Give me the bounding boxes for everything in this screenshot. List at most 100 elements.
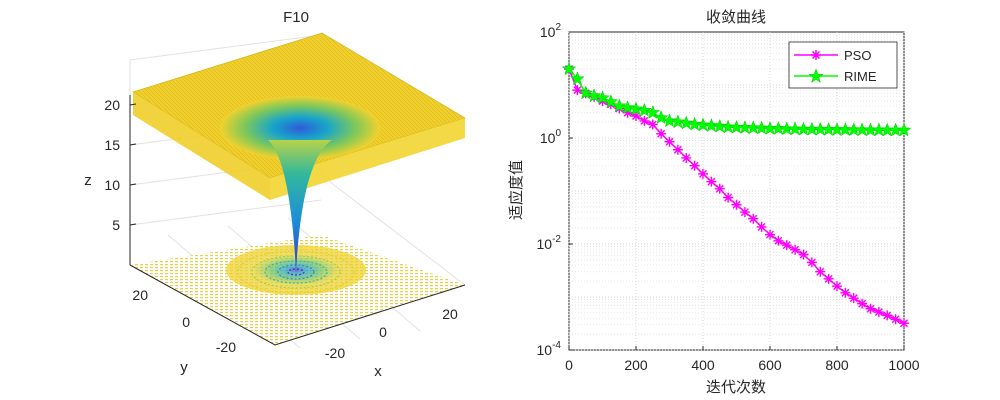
data-point-pso — [865, 303, 876, 314]
data-point-rime — [678, 115, 694, 130]
y-axis-label: y — [180, 359, 188, 376]
data-point-pso — [857, 298, 868, 309]
data-point-rime — [561, 61, 577, 76]
data-point-pso — [664, 136, 675, 147]
data-point-pso — [698, 168, 708, 179]
y-tick-label: 0 — [182, 314, 190, 330]
data-point-pso — [882, 310, 893, 321]
y-tick-label: 100 — [540, 128, 562, 146]
legend: PSO RIME — [788, 41, 898, 89]
y-tick-label: -20 — [216, 339, 236, 355]
x-tick-label: 1000 — [888, 357, 919, 373]
data-point-rime — [586, 88, 602, 103]
data-point-pso — [714, 183, 725, 194]
z-ticks — [129, 103, 137, 226]
data-point-rime — [745, 120, 761, 135]
surface-axes — [129, 95, 466, 346]
x-tick-label: 0 — [565, 357, 573, 373]
data-point-pso — [739, 207, 750, 218]
x-axis-title: 迭代次数 — [706, 378, 766, 396]
x-tick-label: -20 — [325, 345, 345, 361]
legend-entry-rime: RIME — [794, 68, 877, 84]
data-point-pso — [815, 266, 826, 277]
data-point-rime — [662, 113, 677, 128]
plateau-edge-front — [133, 92, 270, 200]
data-point-pso — [706, 176, 717, 187]
data-point-pso — [672, 144, 683, 155]
data-point-pso — [765, 229, 775, 240]
series-layer — [561, 61, 912, 329]
data-point-pso — [890, 314, 901, 325]
legend-pentagram-marker — [808, 68, 824, 84]
x-tick-label: 600 — [758, 357, 782, 373]
data-point-rime — [653, 110, 669, 125]
x-tick-label: 400 — [691, 357, 715, 373]
x-tick-label: 0 — [379, 324, 387, 340]
data-point-pso — [848, 293, 859, 304]
data-point-pso — [790, 244, 801, 255]
data-point-pso — [781, 240, 792, 251]
y-tick-label: 102 — [540, 22, 562, 40]
y-tick-label: 10-2 — [537, 234, 562, 252]
data-point-pso — [622, 107, 633, 118]
data-point-rime — [637, 102, 652, 117]
data-point-pso — [731, 199, 742, 210]
x-tick-label: 20 — [442, 306, 458, 322]
legend-label-rime: RIME — [844, 69, 877, 84]
axis-ticks: 0 200 400 600 800 1000 102 100 10-2 10-4 — [537, 22, 920, 373]
y-axis-title: 适应度值 — [507, 160, 525, 220]
z-tick-label: 5 — [112, 217, 120, 233]
data-point-pso — [873, 307, 884, 318]
data-point-pso — [899, 318, 909, 329]
surface-spike — [268, 140, 332, 272]
data-point-rime — [670, 114, 686, 129]
z-tick-label: 10 — [104, 177, 120, 193]
data-point-rime — [620, 100, 635, 115]
data-point-pso — [639, 115, 650, 126]
data-point-rime — [695, 117, 711, 132]
data-point-pso — [773, 235, 784, 246]
x-tick-label: 200 — [624, 357, 648, 373]
z-tick-label: 15 — [104, 137, 120, 153]
data-point-rime — [595, 90, 610, 105]
data-point-rime — [896, 122, 912, 137]
data-point-pso — [823, 273, 834, 284]
data-point-pso — [756, 221, 767, 232]
data-point-pso — [798, 249, 809, 260]
legend-asterisk-marker — [811, 50, 821, 60]
data-point-pso — [656, 128, 667, 139]
data-point-rime — [704, 118, 719, 132]
data-point-rime — [570, 71, 585, 86]
data-point-rime — [628, 101, 644, 116]
data-point-pso — [723, 192, 734, 203]
plateau-edge-right — [270, 118, 465, 200]
surface-plot: 5 10 15 20 z 20 0 -20 y -20 0 20 x F10 — [84, 9, 466, 380]
y-tick-label: 10-4 — [537, 340, 562, 358]
z-tick-label: 20 — [104, 97, 120, 113]
data-point-pso — [681, 152, 692, 163]
legend-entry-pso: PSO — [794, 48, 871, 63]
data-point-pso — [806, 257, 817, 268]
chart-title: 收敛曲线 — [706, 8, 766, 26]
data-point-pso — [832, 281, 842, 292]
data-point-pso — [689, 160, 700, 171]
data-point-rime — [603, 94, 619, 109]
convergence-plot: 0 200 400 600 800 1000 102 100 10-2 10-4 收敛曲线 迭代次… — [507, 8, 920, 396]
data-point-rime — [578, 85, 594, 100]
data-point-rime — [712, 118, 728, 133]
surface-funnel — [220, 96, 380, 160]
data-point-rime — [687, 116, 702, 131]
surface-title: F10 — [283, 9, 309, 26]
data-point-pso — [631, 111, 641, 122]
data-point-pso — [840, 287, 851, 298]
data-point-rime — [754, 120, 769, 135]
data-point-rime — [611, 98, 627, 113]
legend-label-pso: PSO — [844, 48, 871, 63]
data-point-rime — [645, 104, 661, 120]
data-point-pso — [748, 213, 759, 224]
x-axis-label: x — [374, 363, 382, 380]
z-axis-label: z — [84, 172, 92, 189]
data-point-pso — [572, 85, 583, 96]
x-tick-label: 800 — [825, 357, 849, 373]
